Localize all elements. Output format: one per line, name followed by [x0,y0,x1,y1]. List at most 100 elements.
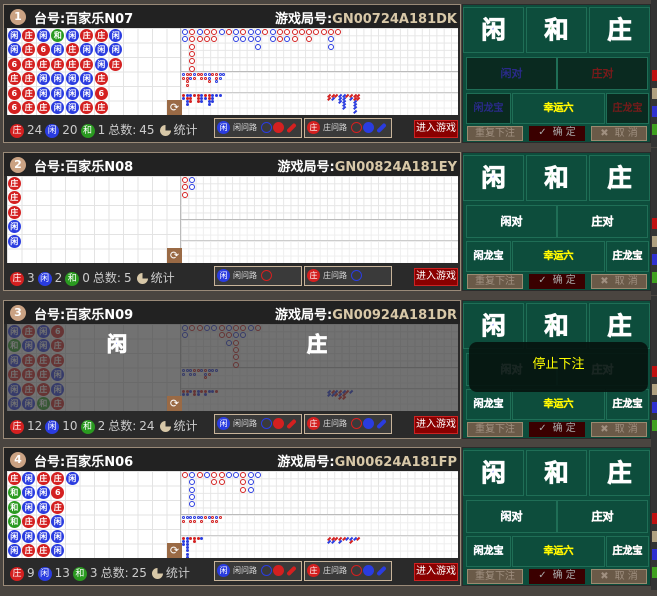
bet-player[interactable]: 闲 [463,450,524,496]
bead: 闲 [80,43,94,57]
cancel-button[interactable]: ✖ 取 消 [591,274,647,289]
repeat-bet-button[interactable]: 重复下注 [467,422,523,437]
bead: 庄 [7,191,21,205]
repeat-bet-button[interactable]: 重复下注 [467,126,523,141]
table-title: 台号:百家乐N07 [34,8,133,27]
player-ask-label: 闲问路 [233,271,257,280]
table-header: 3 台号:百家乐N09 游戏局号:GN00924A181DR [4,301,460,324]
bet-tie[interactable]: 和 [526,450,587,496]
player-ask-road-button[interactable]: 闲闲问路 [214,118,302,138]
bet-lucky-six[interactable]: 幸运六 [512,536,605,567]
bet-player[interactable]: 闲 [463,7,524,53]
player-ask-road-button[interactable]: 闲闲问路 [214,561,302,581]
repeat-bet-button[interactable]: 重复下注 [467,274,523,289]
cancel-button[interactable]: ✖ 取 消 [591,422,647,437]
refresh-icon[interactable]: ⟳ [167,248,182,263]
banker-ask-road-button[interactable]: 庄庄问路 [304,266,392,286]
stats-button[interactable]: 统计 [151,566,193,580]
bet-lucky-six[interactable]: 幸运六 [512,241,605,272]
bet-banker[interactable]: 庄 [589,7,650,53]
bet-banker-dragon[interactable]: 庄龙宝 [606,389,649,420]
tie-icon: 和 [72,566,87,581]
big-eye-mark [218,73,222,76]
confirm-button[interactable]: ✓ 确 定 [529,569,585,584]
refresh-icon[interactable]: ⟳ [167,396,182,411]
small-road-mark [182,540,185,544]
bet-player-dragon[interactable]: 闲龙宝 [466,93,511,124]
banker-ask-road-button[interactable]: 庄庄问路 [304,561,392,581]
banker-ask-label: 庄问路 [323,123,347,132]
confirm-button[interactable]: ✓ 确 定 [529,126,585,141]
game-id-value: GN00824A181EY [334,160,457,175]
bet-tie[interactable]: 和 [526,155,587,201]
game-id: 游戏局号:GN00924A181DR [275,304,457,323]
bet-lucky-six[interactable]: 幸运六 [512,93,605,124]
bet-player-dragon[interactable]: 闲龙宝 [466,536,511,567]
bet-player-dragon[interactable]: 闲龙宝 [466,389,511,420]
cancel-button[interactable]: ✖ 取 消 [591,569,647,584]
bet-player-pair[interactable]: 闲对 [466,57,557,90]
enter-game-button[interactable]: 进入游戏 [414,120,458,138]
bet-banker-dragon[interactable]: 庄龙宝 [606,241,649,272]
big-road-mark [247,36,254,43]
bet-banker-dragon[interactable]: 庄龙宝 [606,93,649,124]
big-road-mark [240,36,247,43]
bet-banker-pair[interactable]: 庄对 [557,500,648,533]
confirm-button[interactable]: ✓ 确 定 [529,422,585,437]
stats-button[interactable]: 统计 [136,271,178,285]
player-icon: 闲 [45,419,60,434]
pie-chart-icon [159,421,171,432]
big-road-mark [211,29,218,35]
side-strip-mark [652,549,657,560]
big-eye-mark [189,76,193,80]
big-road-mark [255,36,261,43]
bead: 闲 [36,529,50,543]
bet-player-dragon[interactable]: 闲龙宝 [466,241,511,272]
refresh-icon[interactable]: ⟳ [167,543,182,558]
stats-button[interactable]: 统计 [159,123,201,137]
enter-game-button[interactable]: 进入游戏 [414,416,458,434]
bet-banker-pair[interactable]: 庄对 [557,57,648,90]
enter-game-button[interactable]: 进入游戏 [414,268,458,286]
bet-player-pair[interactable]: 闲对 [466,205,557,238]
big-road-mark [233,36,240,43]
stats-button[interactable]: 统计 [159,419,201,433]
big-eye-mark [214,76,218,80]
enter-game-button[interactable]: 进入游戏 [414,563,458,581]
big-road-mark [335,29,342,35]
player-icon: 闲 [217,564,230,577]
player-icon: 闲 [37,271,52,286]
player-ask-road-button[interactable]: 闲闲问路 [214,266,302,286]
small-road-mark [182,543,185,547]
small-road-mark [185,100,189,104]
confirm-button[interactable]: ✓ 确 定 [529,274,585,289]
bet-banker[interactable]: 庄 [589,155,650,201]
cancel-button[interactable]: ✖ 取 消 [591,126,647,141]
player-ask-road-button[interactable]: 闲闲问路 [214,414,302,434]
bet-banker[interactable]: 庄 [589,303,650,349]
banker-ask-road-button[interactable]: 庄庄问路 [304,414,392,434]
bead: 闲 [65,72,79,86]
big-road-mark [240,29,247,35]
bet-banker-dragon[interactable]: 庄龙宝 [606,536,649,567]
banker-count: 9 [27,566,35,580]
bet-banker-pair[interactable]: 庄对 [557,205,648,238]
big-road-mark [225,29,232,35]
bead: 庄 [65,43,79,57]
bead: 闲 [65,28,79,42]
small-road-mark [211,94,215,97]
bet-player-pair[interactable]: 闲对 [466,500,557,533]
bet-player[interactable]: 闲 [463,155,524,201]
refresh-icon[interactable]: ⟳ [167,100,182,115]
small-road-mark [211,100,215,104]
repeat-bet-button[interactable]: 重复下注 [467,569,523,584]
banker-ask-road-button[interactable]: 庄庄问路 [304,118,392,138]
tie-icon: 和 [80,419,95,434]
big-eye-mark [189,519,193,523]
bet-tie[interactable]: 和 [526,7,587,53]
bet-lucky-six[interactable]: 幸运六 [512,389,605,420]
big-eye-mark [211,73,215,76]
bet-tie[interactable]: 和 [526,303,587,349]
bet-banker[interactable]: 庄 [589,450,650,496]
